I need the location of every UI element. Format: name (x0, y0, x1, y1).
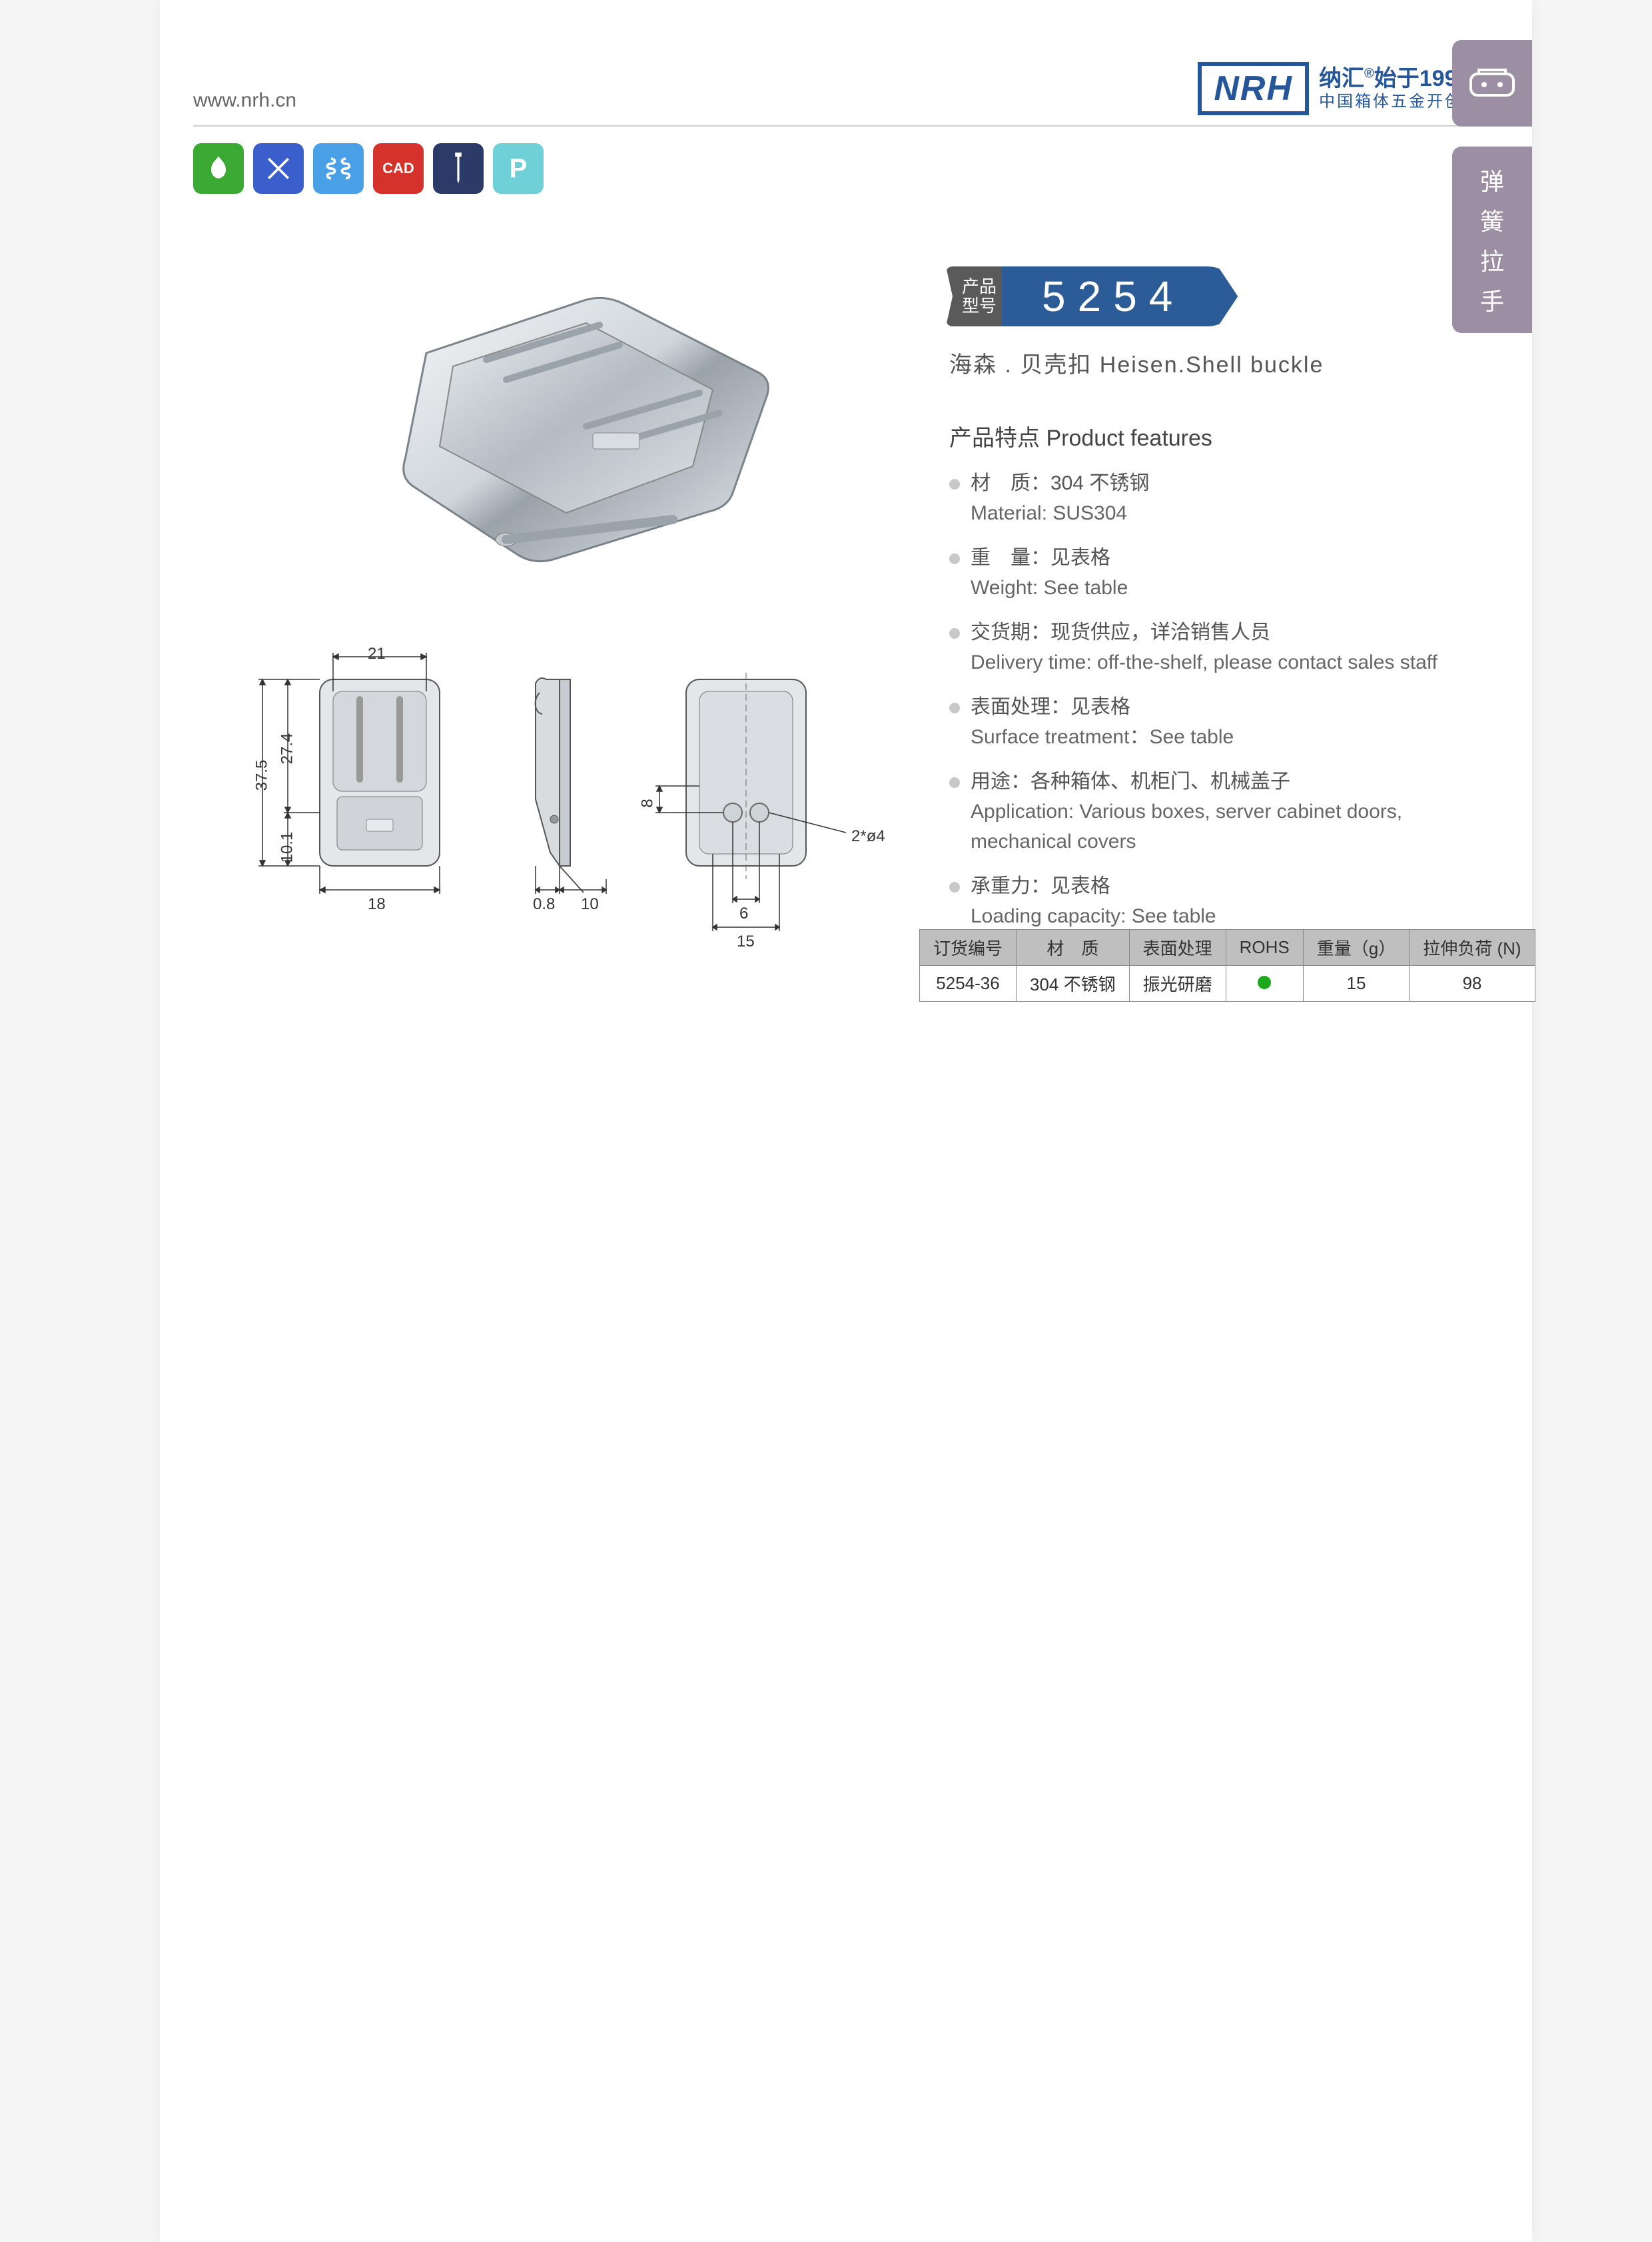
cell-surface: 振光研磨 (1129, 966, 1226, 1002)
page-header: www.nrh.cn NRH 纳汇®始于1996年 中国箱体五金开创品牌 (193, 0, 1499, 127)
features-title: 产品特点 Product features (949, 420, 1495, 452)
table-header: ROHS (1226, 930, 1303, 966)
category-icon-row: CAD P (193, 143, 544, 194)
side-tab-label: 弹 簧 拉 手 (1452, 147, 1532, 333)
product-features: 产品特点 Product features 材 质：304 不锈钢Materia… (949, 420, 1495, 946)
dim-10-1: 10.1 (278, 832, 296, 863)
table-header: 重量（g） (1303, 930, 1409, 966)
feature-cn: 重 量：见表格 (949, 543, 1495, 573)
side-char: 手 (1480, 282, 1504, 317)
dim-18: 18 (368, 895, 386, 914)
cell-material: 304 不锈钢 (1017, 966, 1130, 1002)
feature-en: Delivery time: off-the-shelf, please con… (949, 647, 1495, 677)
table-header: 材 质 (1017, 930, 1130, 966)
feature-en: Surface treatment：See table (949, 722, 1495, 752)
rohs-dot-icon (1258, 976, 1271, 989)
feature-en: Weight: See table (949, 573, 1495, 603)
product-subtitle: 海森 . 贝壳扣 Heisen.Shell buckle (949, 346, 1324, 379)
table-header: 拉伸负荷 (N) (1410, 930, 1535, 966)
feature-item: 用途：各种箱体、机柜门、机械盖子Application: Various box… (949, 767, 1495, 857)
eco-icon (193, 143, 244, 194)
table-header: 表面处理 (1129, 930, 1226, 966)
side-tab-icon (1452, 40, 1532, 127)
technical-drawings: 21 37.5 27.4 10.1 18 0.8 10 8 2*ø4 6 15 (220, 639, 913, 966)
table-row: 5254-36 304 不锈钢 振光研磨 15 98 (920, 966, 1535, 1002)
product-photo (346, 266, 813, 586)
feature-item: 承重力：见表格Loading capacity: See table (949, 871, 1495, 931)
site-url: www.nrh.cn (193, 89, 296, 112)
feature-en: Application: Various boxes, server cabin… (949, 797, 1495, 857)
dim-6: 6 (739, 905, 748, 923)
side-char: 弹 (1480, 163, 1504, 197)
dim-10: 10 (581, 895, 599, 914)
side-char: 拉 (1480, 242, 1504, 277)
spring-icon (313, 143, 364, 194)
logo-reg: ® (1364, 67, 1374, 81)
p-icon: P (493, 143, 544, 194)
model-row: 产品 型号 5254 (946, 266, 1238, 326)
features-list: 材 质：304 不锈钢Material: SUS304 重 量：见表格Weight… (949, 468, 1495, 931)
feature-item: 表面处理：见表格Surface treatment：See table (949, 692, 1495, 752)
model-number: 5254 (1002, 266, 1238, 326)
feature-item: 材 质：304 不锈钢Material: SUS304 (949, 468, 1495, 528)
cell-load: 98 (1410, 966, 1535, 1002)
cell-code: 5254-36 (920, 966, 1017, 1002)
dim-21: 21 (368, 645, 386, 663)
cell-rohs (1226, 966, 1303, 1002)
feature-en: Material: SUS304 (949, 498, 1495, 528)
feature-item: 交货期：现货供应，详洽销售人员Delivery time: off-the-sh… (949, 617, 1495, 677)
dim-8: 8 (639, 799, 657, 807)
tools-icon (253, 143, 304, 194)
logo-brand-cn: 纳汇 (1319, 66, 1364, 91)
logo-code: NRH (1198, 62, 1309, 115)
feature-cn: 用途：各种箱体、机柜门、机械盖子 (949, 767, 1495, 797)
dim-phi: 2*ø4 (851, 827, 885, 846)
feature-cn: 表面处理：见表格 (949, 692, 1495, 722)
dim-0-8: 0.8 (533, 895, 555, 914)
table-header-row: 订货编号材 质表面处理ROHS重量（g）拉伸负荷 (N) (920, 930, 1535, 966)
feature-item: 重 量：见表格Weight: See table (949, 543, 1495, 603)
feature-cn: 材 质：304 不锈钢 (949, 468, 1495, 498)
dim-27-4: 27.4 (278, 733, 296, 765)
side-char: 簧 (1480, 202, 1504, 237)
model-label-l2: 型号 (962, 296, 997, 316)
table-header: 订货编号 (920, 930, 1017, 966)
feature-cn: 交货期：现货供应，详洽销售人员 (949, 617, 1495, 647)
spec-table: 订货编号材 质表面处理ROHS重量（g）拉伸负荷 (N) 5254-36 304… (919, 929, 1535, 1002)
screw-icon (433, 143, 484, 194)
dim-37-5: 37.5 (252, 760, 271, 791)
cad-icon: CAD (373, 143, 424, 194)
model-label-l1: 产品 (962, 277, 997, 296)
cell-weight: 15 (1303, 966, 1409, 1002)
feature-en: Loading capacity: See table (949, 901, 1495, 931)
feature-cn: 承重力：见表格 (949, 871, 1495, 901)
model-label: 产品 型号 (946, 266, 1006, 326)
dim-15: 15 (737, 933, 755, 951)
